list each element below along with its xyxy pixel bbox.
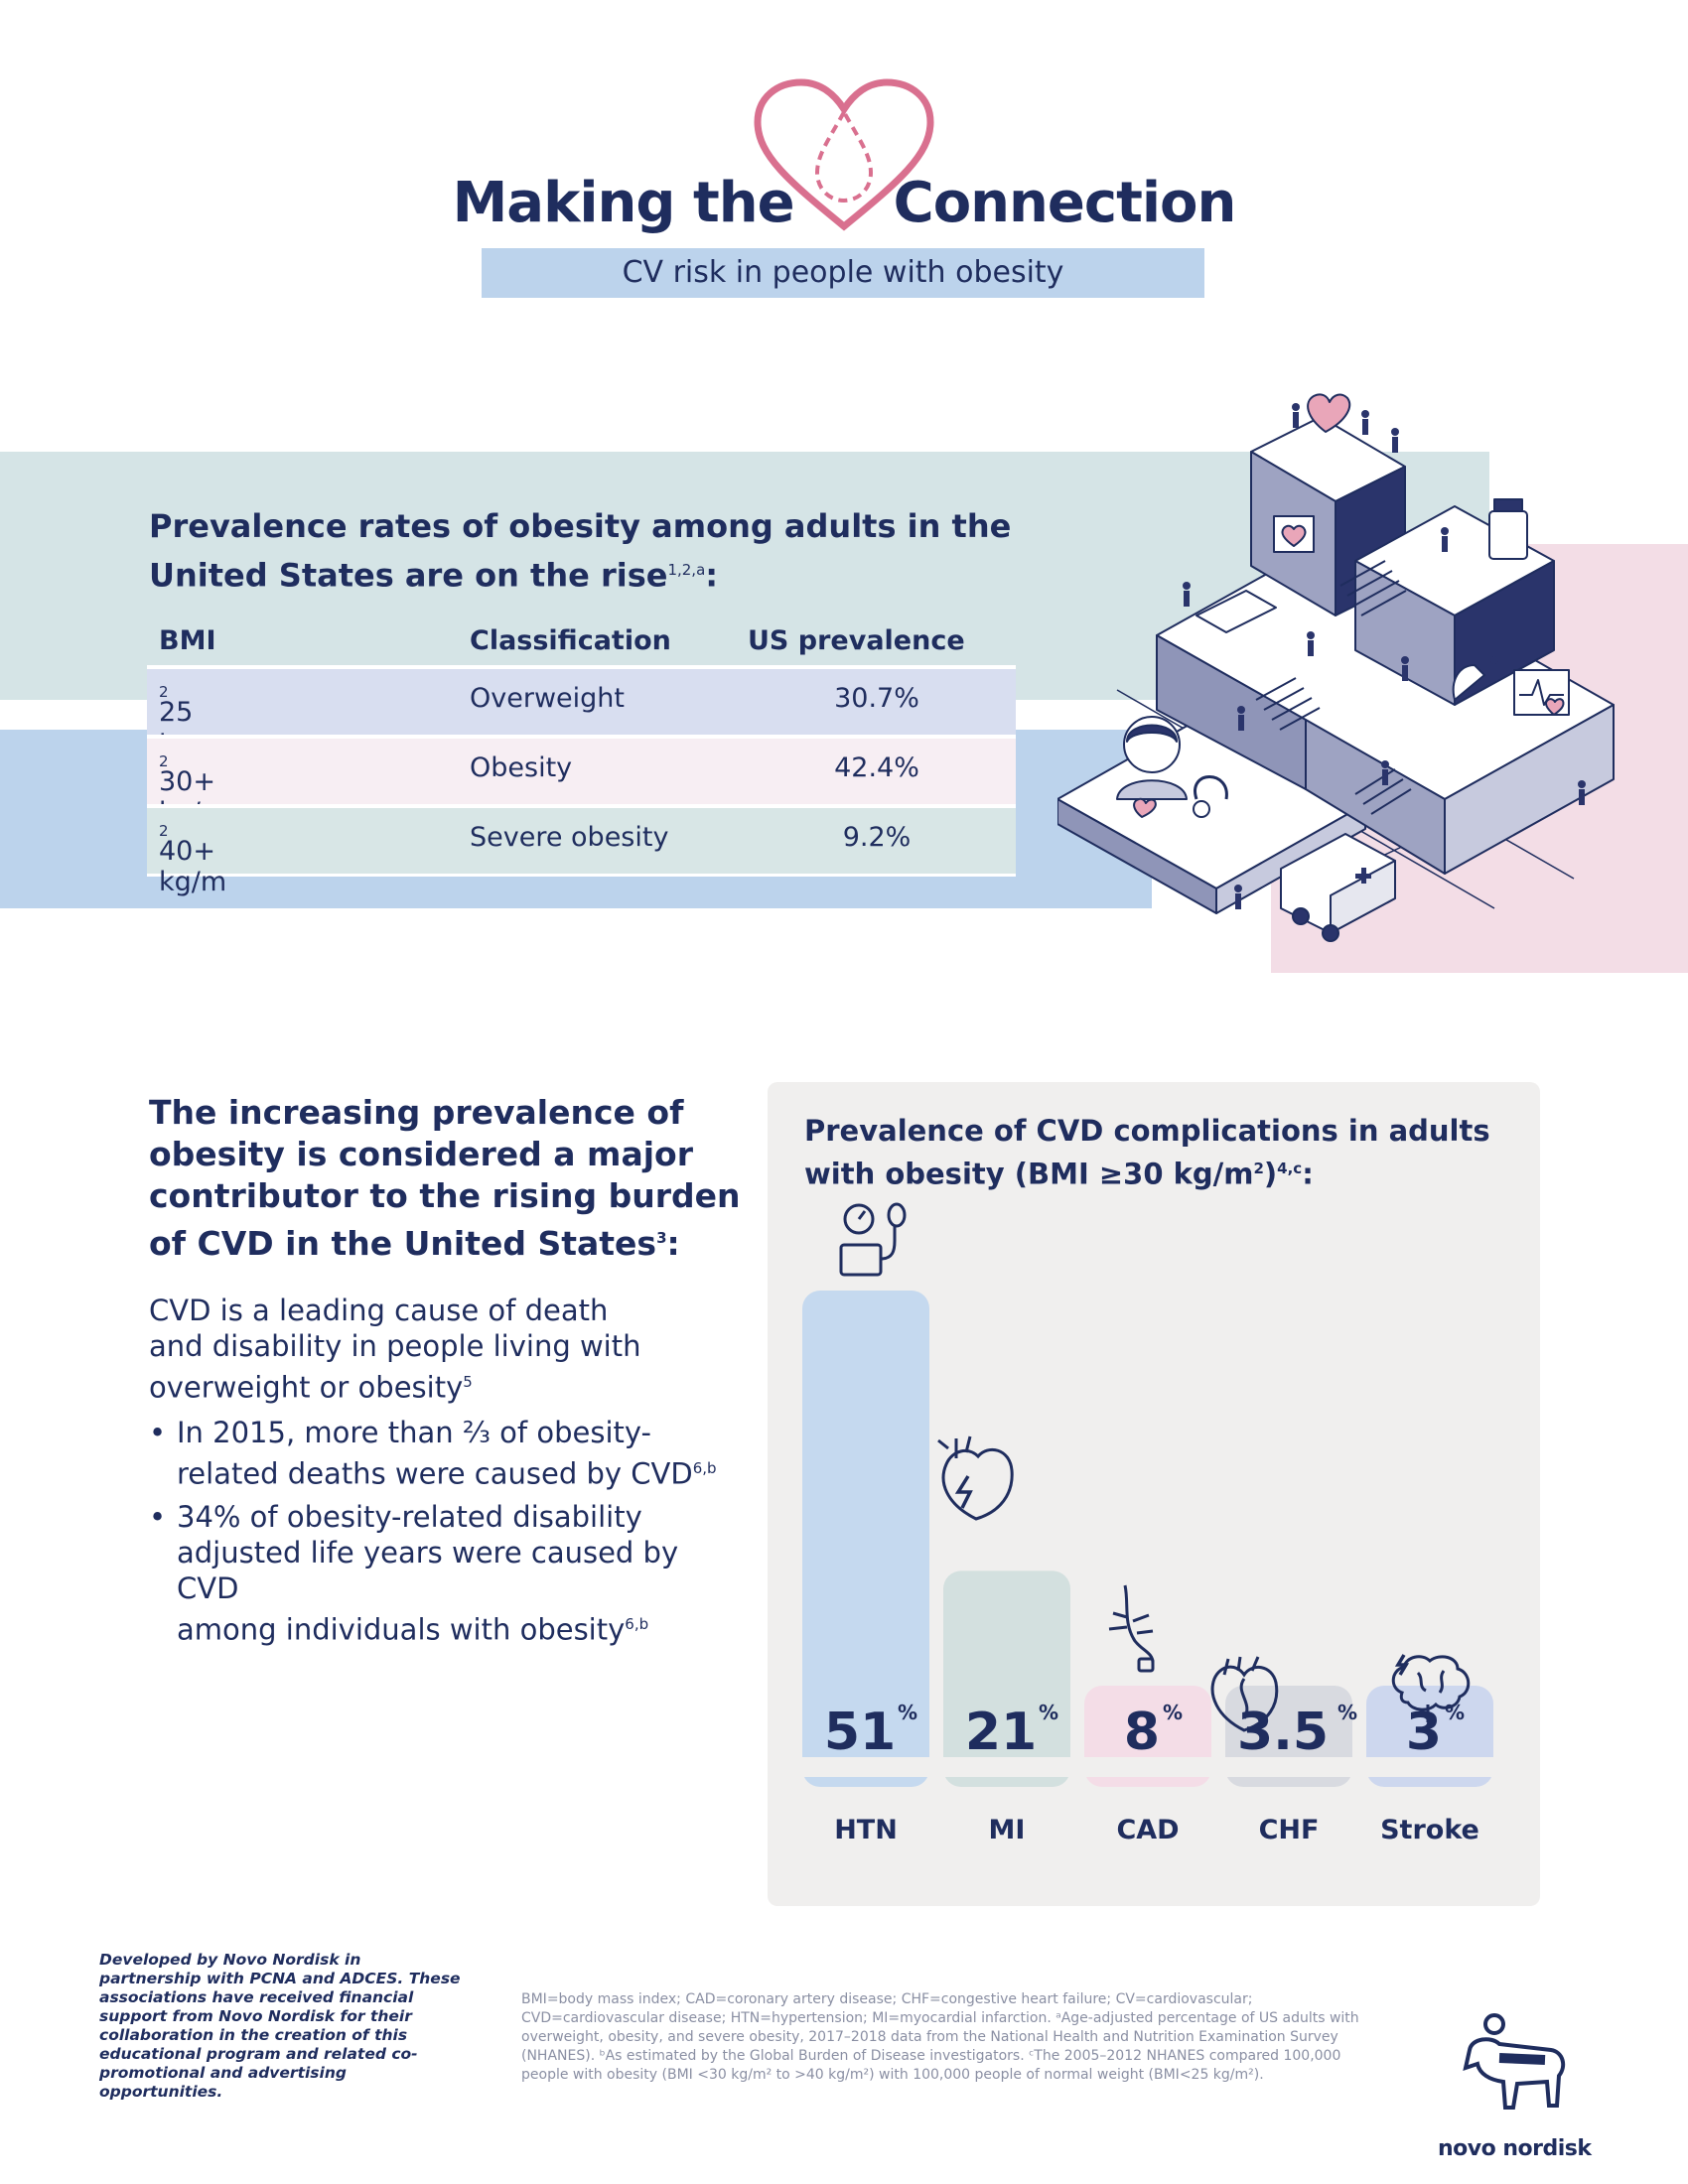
table-header: BMI Classification US prevalence [147,617,1016,665]
cvd-heading: The increasing prevalence of obesity is … [149,1092,745,1265]
cvd-body-line: CVD is a leading cause of death [149,1294,609,1327]
cell-classification: Overweight [470,683,625,714]
chart-title-refs: 4,c [1277,1160,1303,1177]
table-bottom-rule [147,874,1016,877]
page-title: Making the Connection [0,171,1688,235]
chart-title-sup: 2 [1253,1160,1264,1177]
data-label-value: 3 [1406,1703,1442,1762]
cvd-body-ref: 5 [463,1373,473,1391]
cvd-heading-ref: 3 [656,1229,667,1247]
bar-htn [802,1291,929,1787]
developer-disclaimer: Developed by Novo Nordisk in partnership… [99,1951,461,2101]
cvd-body-text: CVD is a leading cause of death and disa… [149,1293,665,1406]
cvd-body-line: overweight or obesity [149,1370,464,1405]
bullet-ref: 6,b [692,1459,717,1477]
cell-prevalence: 9.2% [842,822,912,853]
chart-title: Prevalence of CVD complications in adult… [804,1112,1519,1193]
column-header-prevalence: US prevalence [748,625,965,656]
bar-base-mask [1084,1757,1211,1777]
bar-base-mask [1225,1757,1352,1777]
bullet-ref: 6,b [625,1615,649,1633]
prevalence-heading-colon: : [705,556,719,595]
bar-base-mask [1366,1757,1493,1777]
bullet-line: adjusted life years were caused by CVD [177,1536,679,1605]
cell-bmi: 25 to 29.9 kg/m2 [159,683,226,820]
cell-bmi: 40+ kg/m 2 [159,822,227,897]
category-label: CAD [1116,1815,1179,1845]
category-label: MI [989,1815,1026,1845]
data-label-unit: % [1163,1701,1183,1724]
prevalence-heading-line1: Prevalence rates of obesity among adults… [149,507,1012,545]
category-label: HTN [834,1815,898,1845]
isometric-healthcare-illustration [1057,393,1615,942]
cell-classification: Severe obesity [470,822,669,853]
data-label-unit: % [1039,1701,1058,1724]
prevalence-heading-line2: United States are on the rise [149,556,668,595]
heart-failure-icon [1210,1656,1279,1732]
data-label-value: 8 [1124,1703,1160,1762]
bullet-line: among individuals with obesity [177,1612,626,1647]
bullet-dot: • [149,1500,167,1534]
chart-title-line: with obesity (BMI ≥30 kg/m [804,1157,1254,1191]
brain-stroke-icon [1391,1654,1471,1722]
cvd-heading-line: The increasing prevalence of [149,1093,684,1132]
title-left: Making the [452,171,795,235]
table-row: 40+ kg/m 2 Severe obesity 9.2% [147,804,1016,897]
cell-classification: Obesity [470,752,573,783]
chart-title-line: Prevalence of CVD complications in adult… [804,1114,1490,1148]
prevalence-heading-refs: 1,2,a [667,561,706,579]
cvd-heading-colon: : [666,1224,680,1263]
abbreviations-footnote: BMI=body mass index; CAD=coronary artery… [521,1991,1359,2083]
chart-title-colon: : [1302,1157,1314,1191]
category-label: Stroke [1380,1815,1479,1845]
category-label: CHF [1259,1815,1320,1845]
bullet-dot: • [149,1416,167,1449]
bullet-line: 34% of obesity-related disability [177,1500,642,1534]
data-label-value: 21 [965,1703,1037,1762]
data-label-unit: % [1337,1701,1357,1724]
cvd-heading-line: of CVD in the United States [149,1224,657,1263]
data-label-unit: % [898,1701,917,1724]
prevalence-table: BMI Classification US prevalence 25 to 2… [147,617,1016,897]
bullet-line: related deaths were caused by CVD [177,1456,693,1491]
chart-title-paren: ) [1263,1157,1278,1191]
cvd-heading-line: obesity is considered a major [149,1135,693,1173]
novo-nordisk-bull-logo-icon [1463,2013,1566,2110]
bar-base-mask [802,1757,929,1777]
data-label-value: 51 [824,1703,896,1762]
blood-pressure-monitor-icon [839,1202,907,1277]
subtitle-band [482,248,1204,298]
table-row: 25 to 29.9 kg/m2 Overweight 30.7% [147,665,1016,820]
title-right: Connection [893,171,1237,235]
prevalence-heading: Prevalence rates of obesity among adults… [149,504,1043,598]
table-row: 30+ kg/m2 Obesity 42.4% [147,735,1016,828]
coronary-artery-icon [1108,1584,1155,1673]
cell-prevalence: 42.4% [834,752,919,783]
data-label-value: 3.5 [1237,1703,1329,1762]
bar-base-mask [943,1757,1070,1777]
heart-logo-icon [754,78,934,231]
novo-nordisk-wordmark: novo nordisk [1438,2136,1592,2161]
cvd-heading-line: contributor to the rising burden [149,1176,741,1215]
bar-mi [943,1570,1070,1787]
cell-prevalence: 30.7% [834,683,919,714]
heart-attack-icon [937,1435,1014,1521]
bullet-line: In 2015, more than ⅔ of obesity- [177,1416,651,1449]
cvd-body-line: and disability in people living with [149,1329,641,1363]
column-header-classification: Classification [470,625,671,656]
cell-bmi: 30+ kg/m2 [159,752,226,828]
page-subtitle: CV risk in people with obesity [622,255,1064,290]
column-header-bmi: BMI [159,625,216,656]
